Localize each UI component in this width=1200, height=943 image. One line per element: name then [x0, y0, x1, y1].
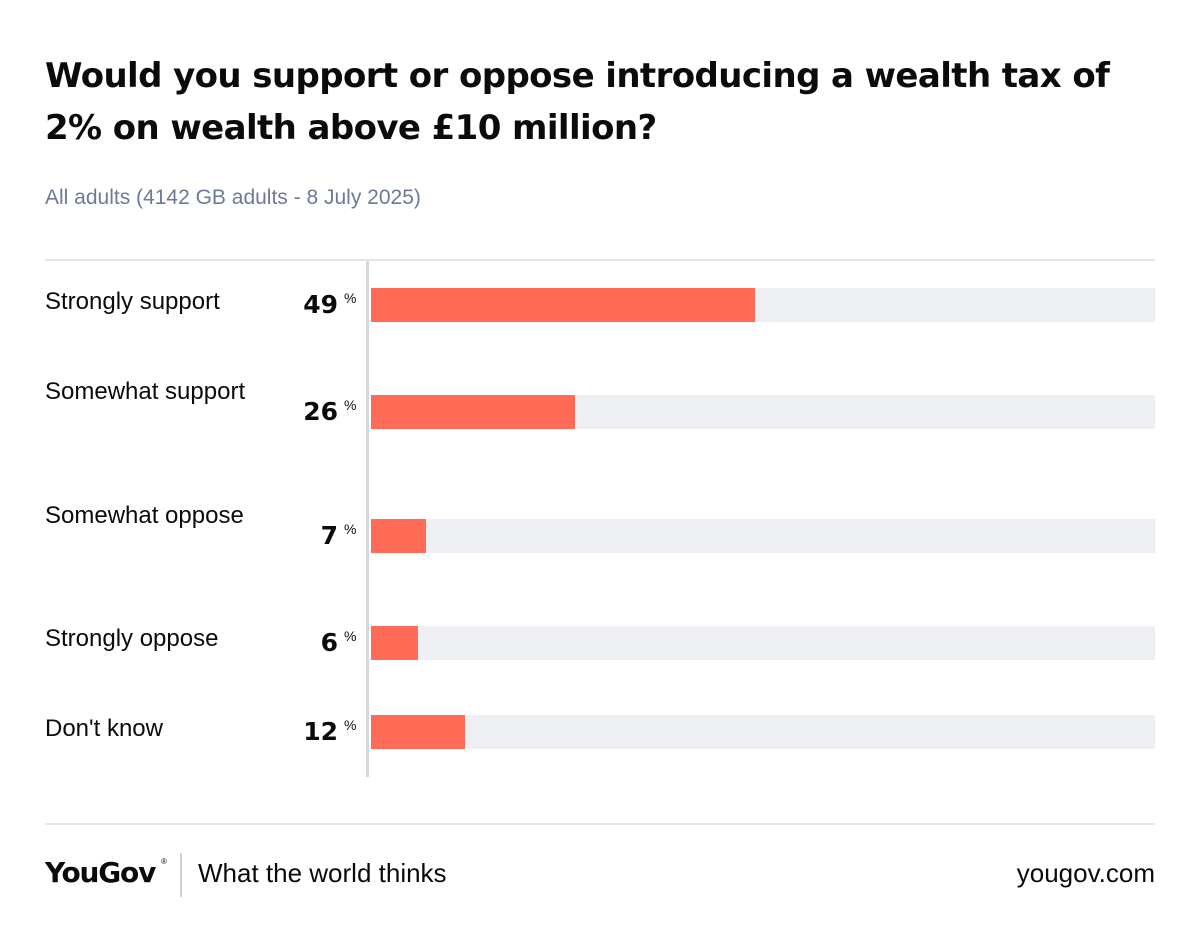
- bar-track: [371, 288, 1155, 322]
- category-label: Strongly support: [45, 288, 220, 315]
- bar-track: [371, 519, 1155, 553]
- category-label: Somewhat support: [45, 378, 246, 405]
- bar-track: [371, 395, 1155, 429]
- bar: [371, 519, 426, 553]
- category-label: Don't know: [45, 715, 163, 742]
- chart-subtitle: All adults (4142 GB adults - 8 July 2025…: [45, 186, 421, 209]
- bar-track: [371, 715, 1155, 749]
- registered-mark: ®: [161, 857, 167, 866]
- percent-unit: %: [344, 397, 357, 413]
- bar: [371, 715, 466, 749]
- percent-unit: %: [344, 290, 357, 306]
- footer-divider: [180, 853, 182, 897]
- tagline: What the world thinks: [198, 858, 447, 888]
- percent-unit: %: [344, 717, 357, 733]
- percent-unit: %: [344, 628, 357, 644]
- category-label: Somewhat oppose: [45, 502, 244, 529]
- value-label: 26: [303, 397, 338, 426]
- value-label: 6: [320, 628, 338, 657]
- chart-title: Would you support or oppose introducing …: [45, 56, 1110, 148]
- bottom-divider: [45, 823, 1155, 825]
- site-link[interactable]: yougov.com: [1016, 858, 1155, 888]
- bar-track: [371, 626, 1155, 660]
- category-label: Strongly oppose: [45, 625, 219, 652]
- yougov-logo: YouGov: [45, 856, 156, 889]
- axis-line: [366, 261, 369, 777]
- value-label: 49: [303, 290, 338, 319]
- bar: [371, 288, 756, 322]
- value-label: 12: [303, 717, 338, 746]
- value-label: 7: [320, 521, 338, 550]
- percent-unit: %: [344, 521, 357, 537]
- bar: [371, 626, 419, 660]
- top-divider: [45, 259, 1155, 261]
- bar: [371, 395, 575, 429]
